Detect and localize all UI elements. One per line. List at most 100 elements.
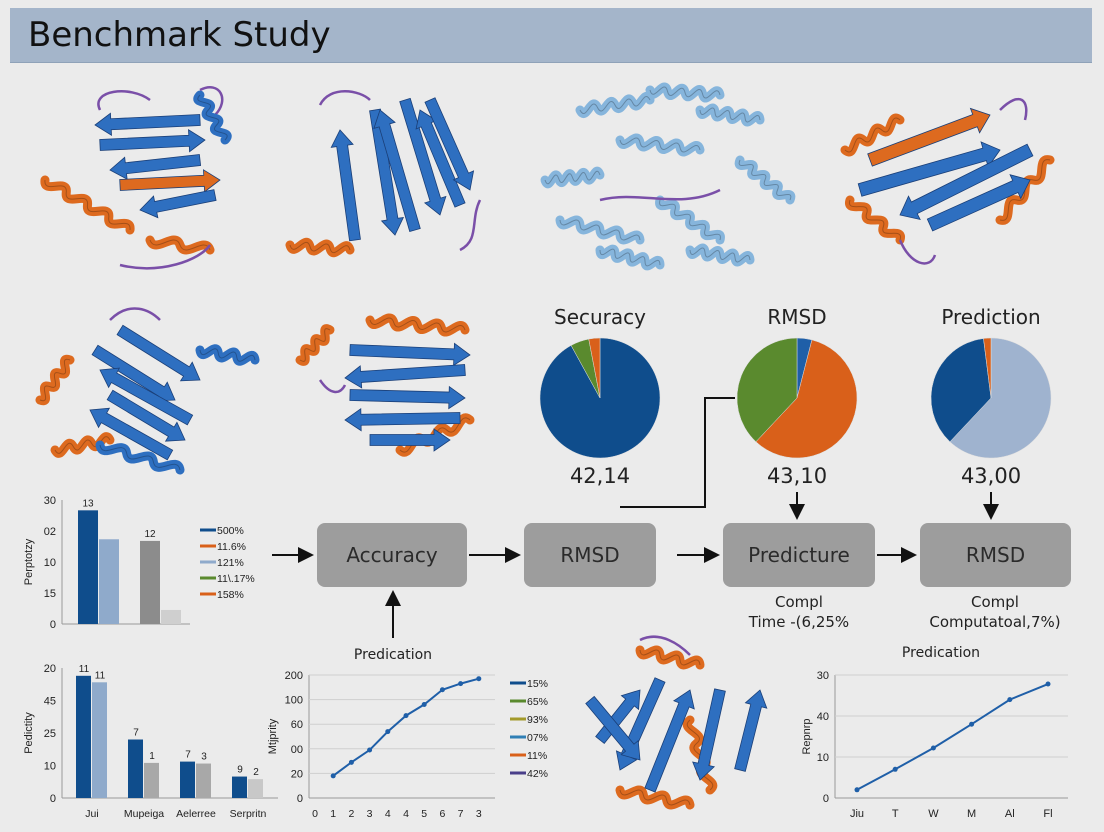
pie-chart-securacy: [539, 337, 661, 459]
pie-slice-0: [949, 337, 1052, 459]
pie-value-securacy: 42,14: [569, 464, 631, 488]
bar: [92, 682, 107, 798]
protein-structure-6: [295, 313, 475, 457]
right-line-chart-title: Predication: [901, 645, 981, 661]
alpha-helix-edge: [369, 317, 466, 333]
bar-chart-top: 0 15 10 02 30 Perptotzy 13 12 500% 11.6% 121% 11\.1…: [23, 495, 255, 631]
alpha-helix: [285, 237, 355, 258]
alpha-helix: [615, 133, 705, 157]
alpha-helix: [365, 313, 470, 337]
alpha-helix: [655, 195, 725, 245]
loop: [97, 86, 224, 116]
bar-data-label: 2: [253, 767, 259, 778]
bar-data-label: 11: [79, 664, 90, 675]
alpha-helix-edge: [39, 358, 71, 402]
pie-slice-2: [588, 337, 601, 399]
legend-item: 65%: [510, 696, 548, 708]
x-tick-label: 0: [312, 808, 318, 820]
note-line-2: Time -(6,25%: [748, 613, 850, 631]
bar-data-label: 1: [149, 751, 155, 762]
alpha-helix-edge: [544, 170, 601, 185]
protein-structure-7: [585, 635, 768, 810]
beta-strand: [344, 407, 461, 432]
alpha-helix-edge: [619, 789, 691, 806]
beta-strand: [99, 367, 194, 426]
loop: [898, 97, 1028, 265]
beta-strand: [94, 112, 201, 136]
protein-structure-5: [35, 307, 260, 475]
flow-box-rmsd[interactable]: RMSD: [524, 523, 656, 587]
beta-strand: [344, 364, 466, 389]
bar: [232, 776, 247, 798]
x-tick-label: 7: [458, 808, 464, 820]
y-tick-label: 02: [44, 526, 56, 538]
y-tick-label: 25: [44, 728, 56, 740]
loop: [459, 199, 482, 252]
x-tick-label: 3: [367, 808, 373, 820]
beta-strand: [106, 389, 186, 442]
beta-strand: [349, 342, 471, 367]
beta-strand: [369, 428, 451, 452]
beta-strand: [424, 97, 475, 191]
alpha-helix: [685, 243, 755, 267]
x-tick-label: 5: [421, 808, 427, 820]
legend-label: 121%: [217, 557, 244, 569]
alpha-helix-edge: [849, 199, 901, 241]
pie-chart-prediction: [930, 337, 1052, 459]
y-tick-label: 00: [291, 744, 303, 756]
rmsd-note: Compl Computatoal,7%): [905, 592, 1085, 632]
beta-strand: [373, 109, 421, 233]
pie-title-securacy: Securacy: [554, 305, 646, 329]
beta-strand: [644, 689, 695, 793]
data-point: [403, 713, 409, 719]
y-tick-label: 200: [285, 670, 303, 682]
data-point: [854, 787, 860, 793]
loop: [639, 635, 691, 656]
bar-data-label: 11: [95, 670, 106, 681]
protein-structure-4: [840, 97, 1055, 265]
legend-label: 500%: [217, 525, 244, 537]
alpha-helix-edge: [299, 328, 331, 362]
data-point: [969, 721, 975, 727]
bar: [180, 761, 195, 798]
loop: [599, 188, 721, 202]
alpha-helix: [635, 645, 705, 670]
legend-label: 93%: [527, 714, 548, 726]
flow-connectors: [272, 397, 999, 638]
legend-item: 11.6%: [200, 541, 246, 553]
pie-slice-1: [930, 338, 992, 443]
pie-chart-rmsd: [736, 337, 858, 459]
x-tick-label: W: [928, 808, 939, 820]
y-tick-label: 10: [817, 752, 829, 764]
alpha-helix-edge: [659, 199, 721, 241]
data-point: [1045, 681, 1051, 687]
legend-item: 158%: [200, 589, 244, 601]
alpha-helix: [40, 175, 135, 235]
alpha-helix-edge: [649, 86, 721, 99]
protein-structures: [35, 82, 1055, 810]
flow-box-predicture[interactable]: Predicture: [723, 523, 875, 587]
x-tick-label: 2: [348, 808, 354, 820]
note-line-2: Computatoal,7%): [929, 613, 1061, 631]
x-tick-label: Mupeiga: [124, 808, 164, 820]
y-tick-label: 0: [297, 793, 303, 805]
legend-label: 15%: [527, 678, 548, 690]
y-tick-label: 20: [44, 663, 56, 675]
alpha-helix-edge: [289, 241, 351, 254]
bar-data-label: 7: [133, 728, 139, 739]
pie-slice-2: [736, 337, 798, 443]
alpha-helix-edge: [559, 219, 641, 241]
bar-data-label: 9: [237, 765, 243, 776]
alpha-helix: [35, 354, 75, 406]
bar-data-label: 13: [82, 498, 94, 509]
y-tick-label: 0: [823, 793, 829, 805]
flow-box-accuracy[interactable]: Accuracy: [317, 523, 467, 587]
legend-label: 11\.17%: [217, 573, 255, 585]
protein-structure-2: [285, 90, 482, 258]
alpha-helix: [595, 244, 665, 271]
flow-box-rmsd-final[interactable]: RMSD: [920, 523, 1071, 587]
beta-strand: [330, 129, 361, 242]
